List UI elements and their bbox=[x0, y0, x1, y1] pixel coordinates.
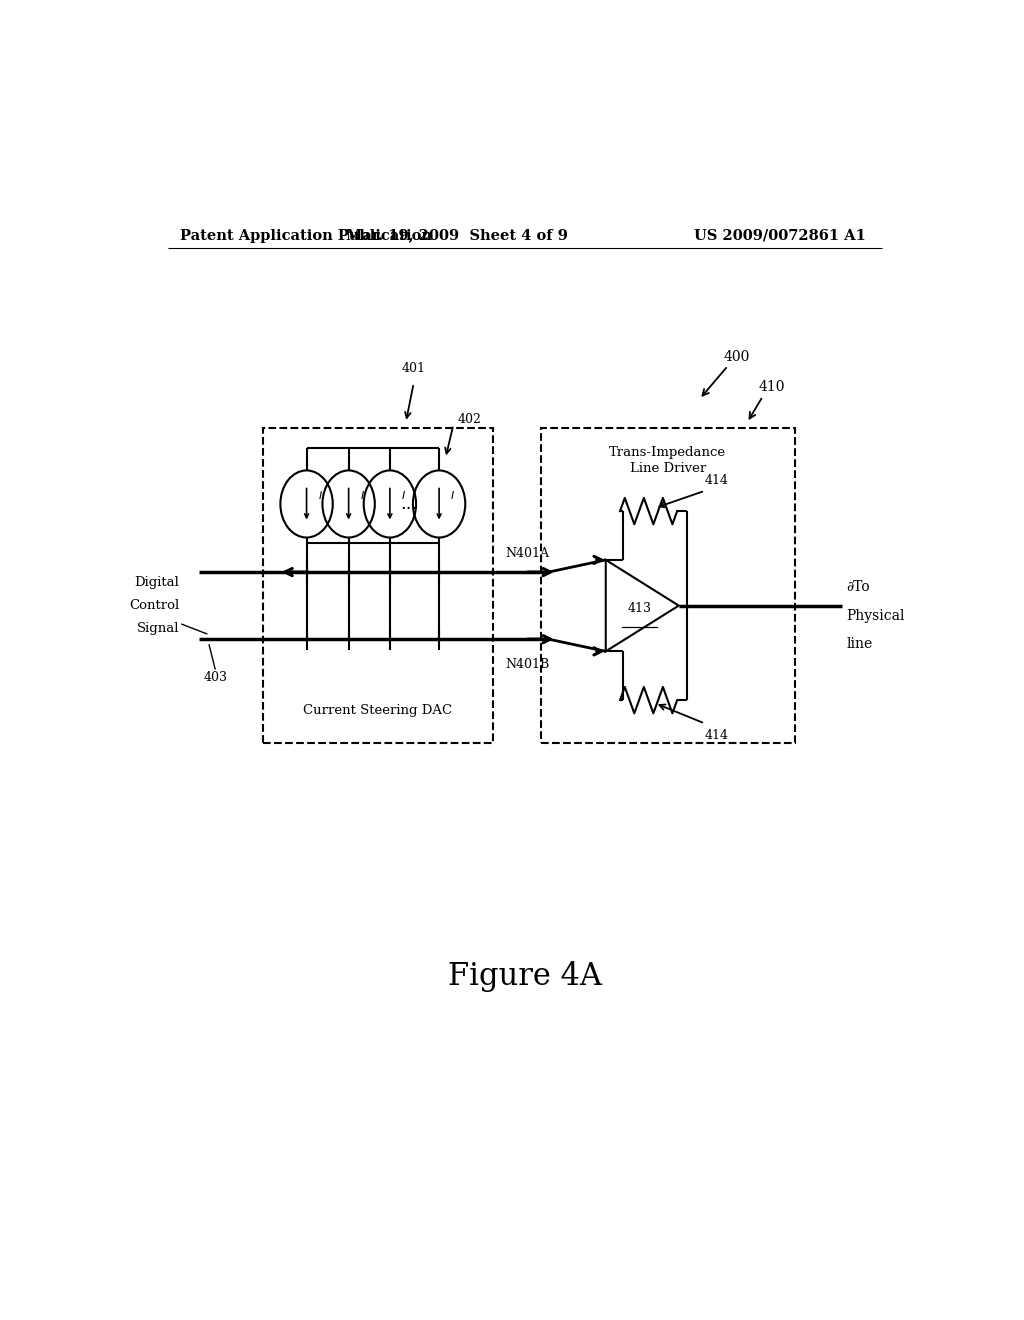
Text: Mar. 19, 2009  Sheet 4 of 9: Mar. 19, 2009 Sheet 4 of 9 bbox=[346, 228, 568, 243]
Text: line: line bbox=[846, 638, 872, 651]
Text: I: I bbox=[360, 491, 364, 500]
Text: Current Steering DAC: Current Steering DAC bbox=[303, 705, 453, 718]
Text: N401B: N401B bbox=[506, 659, 550, 671]
Text: 400: 400 bbox=[723, 350, 750, 363]
Text: 414: 414 bbox=[705, 729, 729, 742]
Text: US 2009/0072861 A1: US 2009/0072861 A1 bbox=[694, 228, 866, 243]
Text: I: I bbox=[318, 491, 322, 500]
Text: ∂To: ∂To bbox=[846, 581, 869, 594]
Text: ...: ... bbox=[400, 495, 417, 513]
Text: 401: 401 bbox=[401, 362, 426, 375]
Text: Signal: Signal bbox=[137, 623, 179, 635]
Text: Trans-Impedance
Line Driver: Trans-Impedance Line Driver bbox=[609, 446, 726, 475]
Text: I: I bbox=[401, 491, 404, 500]
Text: 403: 403 bbox=[204, 672, 227, 684]
Text: N401A: N401A bbox=[506, 548, 550, 560]
Text: Digital: Digital bbox=[135, 576, 179, 589]
Text: Patent Application Publication: Patent Application Publication bbox=[179, 228, 431, 243]
Text: 402: 402 bbox=[458, 413, 481, 426]
Text: I: I bbox=[451, 491, 454, 500]
Text: 414: 414 bbox=[705, 474, 729, 487]
Text: Control: Control bbox=[129, 599, 179, 612]
Text: Figure 4A: Figure 4A bbox=[447, 961, 602, 993]
Bar bbox=[541, 428, 795, 743]
Bar bbox=[263, 428, 494, 743]
Text: Physical: Physical bbox=[846, 609, 905, 623]
Text: 410: 410 bbox=[759, 380, 785, 395]
Text: 413: 413 bbox=[628, 602, 652, 615]
